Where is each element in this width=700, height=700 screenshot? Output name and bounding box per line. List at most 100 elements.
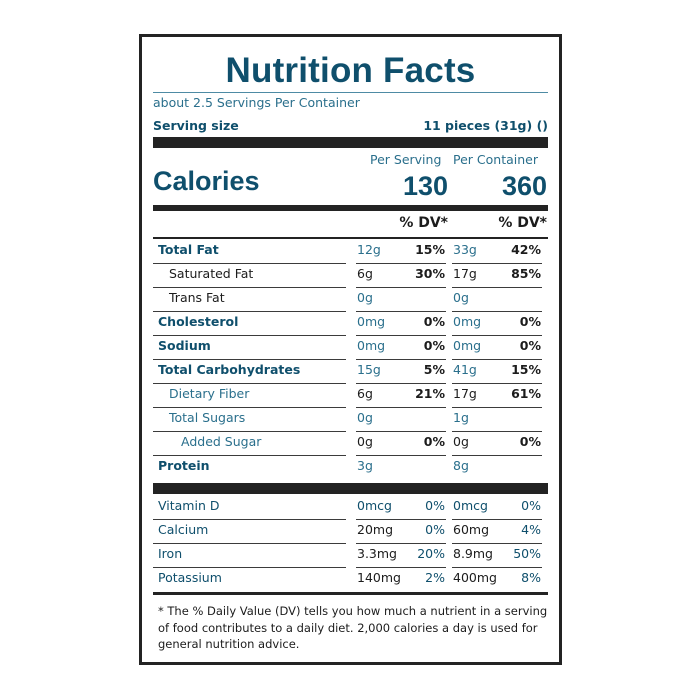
row-divider [356,406,446,408]
container-dv: 8% [521,570,541,585]
container-dv: 0% [519,314,541,329]
nutrient-row-trans-fat: Trans Fat 0g 0g [153,288,548,312]
serving-dv: 2% [425,570,445,585]
serving-dv: 0% [423,434,445,449]
row-divider [452,566,542,568]
thick-divider-top [153,137,548,148]
serving-amount: 20mg [357,522,394,537]
nutrient-name: Saturated Fat [169,266,254,281]
row-divider [153,334,346,336]
nutrient-row-total-fat: Total Fat 12g 15% 33g 42% [153,240,548,264]
nutrient-row-saturated-fat: Saturated Fat 6g 30% 17g 85% [153,264,548,288]
thick-divider-vitamins [153,483,548,494]
container-dv: 0% [521,498,541,513]
serving-dv: 0% [425,522,445,537]
calories-label: Calories [153,166,260,196]
row-divider [452,334,542,336]
container-dv: 0% [519,338,541,353]
container-amount: 41g [453,362,477,377]
row-divider [452,430,542,432]
row-divider [153,262,346,264]
nutrient-row-protein: Protein 3g 8g [153,456,548,480]
dv-header-divider [153,237,548,239]
nutrient-row-total-carbohydrates: Total Carbohydrates 15g 5% 41g 15% [153,360,548,384]
container-dv: 42% [511,242,541,257]
nutrient-name: Protein [158,458,210,473]
dv-header-serving: % DV* [399,215,448,231]
vitamin-row-calcium: Calcium 20mg 0% 60mg 4% [153,520,548,544]
nutrient-name: Added Sugar [181,434,262,449]
row-divider [153,358,346,360]
nutrient-name: Dietary Fiber [169,386,250,401]
serving-amount: 3g [357,458,373,473]
container-amount: 400mg [453,570,497,585]
nutrient-row-dietary-fiber: Dietary Fiber 6g 21% 17g 61% [153,384,548,408]
serving-size-value: 11 pieces (31g) () [423,118,548,133]
container-amount: 17g [453,266,477,281]
title-divider [153,92,548,93]
serving-amount: 15g [357,362,381,377]
calories-per-container: 360 [501,171,547,201]
vitamin-row-iron: Iron 3.3mg 20% 8.9mg 50% [153,544,548,568]
nutrient-row-total-sugars: Total Sugars 0g 1g [153,408,548,432]
container-amount: 0mg [453,338,482,353]
container-amount: 0mg [453,314,482,329]
container-dv: 4% [521,522,541,537]
row-divider [452,286,542,288]
row-divider [356,382,446,384]
per-container-header: Per Container [453,152,538,167]
row-divider [153,406,346,408]
row-divider [356,518,446,520]
nutrition-label: Nutrition Facts about 2.5 Servings Per C… [139,34,562,665]
calories-divider [153,205,548,211]
container-amount: 0mcg [453,498,488,513]
row-divider [452,382,542,384]
serving-dv: 0% [425,498,445,513]
row-divider [356,286,446,288]
calories-per-serving: 130 [402,171,448,201]
row-divider [356,430,446,432]
row-divider [356,358,446,360]
serving-amount: 0g [357,434,373,449]
serving-dv: 0% [423,314,445,329]
row-divider [153,542,346,544]
container-amount: 0g [453,290,469,305]
container-dv: 61% [511,386,541,401]
row-divider [153,566,346,568]
serving-amount: 0mcg [357,498,392,513]
serving-amount: 6g [357,266,373,281]
nutrient-name: Potassium [158,570,222,585]
vitamin-row-vitamin-d: Vitamin D 0mcg 0% 0mcg 0% [153,496,548,520]
footnote-divider [153,592,548,595]
row-divider [452,358,542,360]
row-divider [356,334,446,336]
container-dv: 0% [519,434,541,449]
nutrient-name: Trans Fat [169,290,225,305]
nutrient-row-cholesterol: Cholesterol 0mg 0% 0mg 0% [153,312,548,336]
container-amount: 8g [453,458,469,473]
container-amount: 33g [453,242,477,257]
container-amount: 1g [453,410,469,425]
nutrient-row-added-sugar: Added Sugar 0g 0% 0g 0% [153,432,548,456]
row-divider [153,382,346,384]
serving-dv: 15% [415,242,445,257]
serving-amount: 0g [357,290,373,305]
nutrient-name: Calcium [158,522,209,537]
row-divider [452,310,542,312]
serving-dv: 20% [417,546,445,561]
row-divider [153,286,346,288]
serving-dv: 21% [415,386,445,401]
row-divider [452,262,542,264]
nutrient-name: Cholesterol [158,314,239,329]
nutrient-name: Vitamin D [158,498,220,513]
container-dv: 15% [511,362,541,377]
row-divider [153,310,346,312]
nutrient-row-sodium: Sodium 0mg 0% 0mg 0% [153,336,548,360]
row-divider [356,262,446,264]
serving-amount: 12g [357,242,381,257]
per-serving-header: Per Serving [370,152,442,167]
serving-amount: 140mg [357,570,401,585]
serving-dv: 0% [423,338,445,353]
serving-amount: 3.3mg [357,546,397,561]
row-divider [452,454,542,456]
